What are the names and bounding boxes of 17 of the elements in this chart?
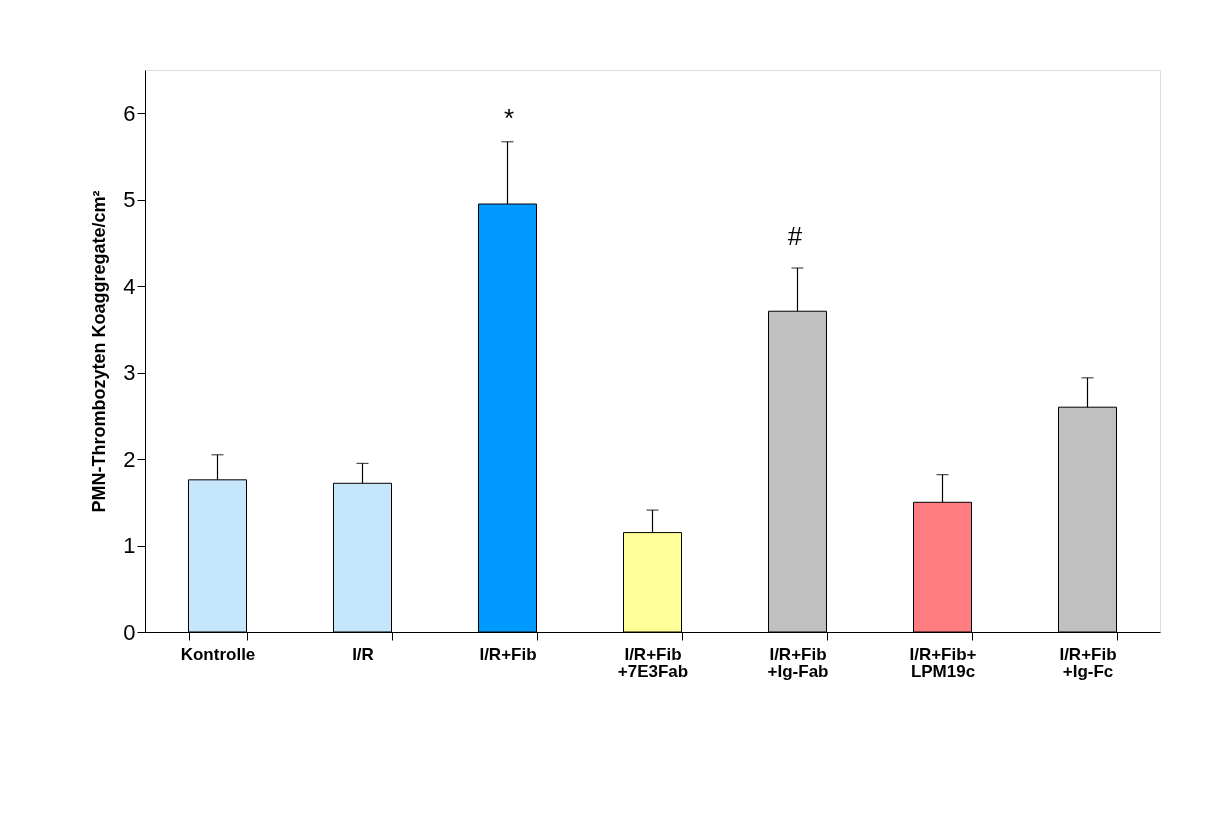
y-tick-label: 6: [123, 100, 136, 126]
annotation: *: [503, 103, 515, 133]
y-tick-label: 4: [123, 273, 136, 299]
x-tick-label: Kontrolle: [180, 644, 256, 664]
x-tick-label: I/R+Fib +7E3Fab: [617, 644, 689, 681]
y-tick-label: 1: [123, 533, 136, 559]
x-tick-label: I/R+Fib +Ig-Fab: [767, 644, 829, 681]
y-tick-label: 5: [123, 187, 136, 213]
x-tick-label: I/R+Fib +Ig-Fc: [1059, 644, 1117, 681]
x-tick-label: I/R: [352, 644, 374, 664]
x-tick-label: I/R+Fib: [479, 644, 537, 664]
annotation: #: [787, 221, 803, 251]
x-tick-label: I/R+Fib+ LPM19c: [909, 644, 977, 681]
y-axis-title: PMN-Thrombozyten Koaggregate/cm²: [89, 190, 110, 513]
y-tick-label: 3: [123, 360, 136, 386]
y-tick-label: 2: [123, 446, 136, 472]
y-tick-label: 0: [123, 619, 136, 645]
